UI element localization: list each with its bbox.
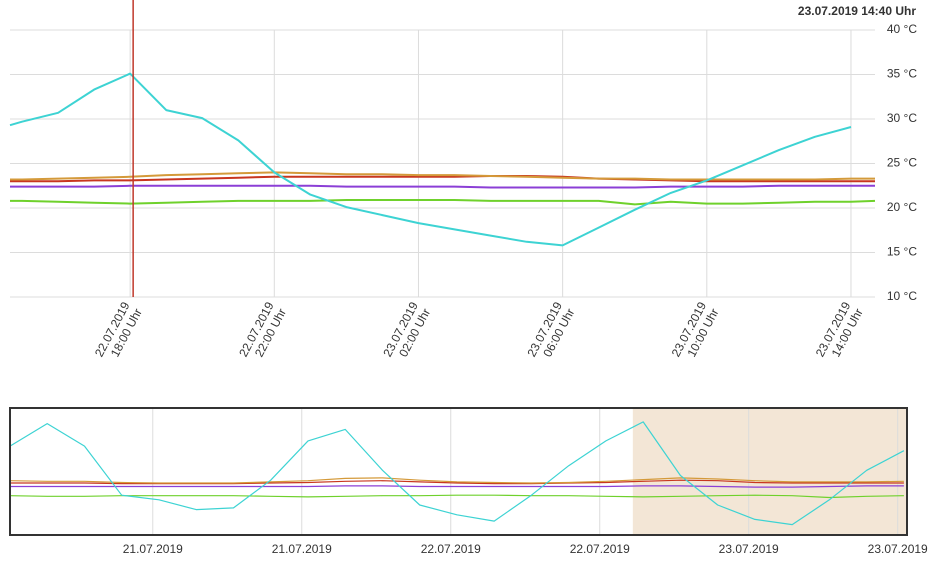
x-tick-label: 23.07.2019 bbox=[868, 542, 928, 556]
y-tick-label: 20 °C bbox=[887, 200, 917, 214]
x-tick-label: 23.07.2019 bbox=[719, 542, 779, 556]
series-line bbox=[10, 184, 875, 189]
series-line bbox=[9, 421, 905, 526]
x-tick-label: 22.07.2019 bbox=[570, 542, 630, 556]
y-tick-label: 10 °C bbox=[887, 289, 917, 303]
y-tick-label: 25 °C bbox=[887, 156, 917, 170]
y-tick-label: 15 °C bbox=[887, 245, 917, 259]
y-tick-label: 30 °C bbox=[887, 111, 917, 125]
series-line bbox=[9, 494, 904, 499]
series-line bbox=[10, 485, 904, 488]
series-line bbox=[10, 175, 875, 183]
series-line bbox=[9, 72, 852, 247]
series-line bbox=[10, 479, 904, 485]
x-tick-label: 22.07.2019 bbox=[421, 542, 481, 556]
x-tick-label: 21.07.2019 bbox=[272, 542, 332, 556]
y-tick-label: 40 °C bbox=[887, 22, 917, 36]
chart-title: 23.07.2019 14:40 Uhr bbox=[798, 4, 916, 18]
series-line bbox=[9, 477, 904, 484]
y-tick-label: 35 °C bbox=[887, 67, 917, 81]
selection bbox=[632, 408, 907, 535]
series-line bbox=[10, 199, 876, 206]
x-tick-label: 21.07.2019 bbox=[123, 542, 183, 556]
overview-frame bbox=[9, 407, 908, 536]
series-line bbox=[10, 171, 875, 181]
